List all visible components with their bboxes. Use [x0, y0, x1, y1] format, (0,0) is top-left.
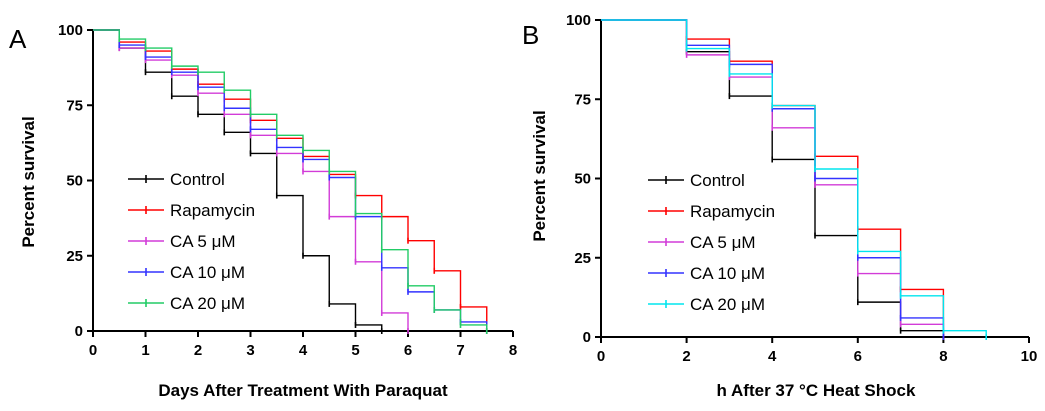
panel-b-y-tick-label: 50: [574, 171, 591, 188]
panel-a-series-line-ca-5-m: [93, 29, 409, 331]
panel-a-legend-label-ca-10-m: CA 10 μM: [170, 263, 245, 282]
panel-a-x-tick-label: 1: [141, 342, 149, 359]
panel-a-y-tick-label: 50: [66, 173, 83, 190]
panel-b-x-tick-label: 4: [768, 348, 777, 365]
panel-b-x-tick-label: 6: [854, 348, 862, 365]
panel-a-legend-label-control: Control: [170, 170, 225, 189]
panel-a-x-tick-label: 3: [246, 342, 254, 359]
panel-a-y-tick-label: 25: [66, 248, 83, 265]
panel-a-x-axis-title: Days After Treatment With Paraquat: [158, 381, 448, 400]
panel-a-y-tick-label: 100: [58, 22, 83, 39]
panel-b-legend-label-rapamycin: Rapamycin: [690, 202, 775, 221]
panel-b-y-tick-label: 25: [574, 250, 591, 267]
panel-b-series-line-ca-10-m: [601, 19, 945, 337]
panel-b-legend-label-ca-20-m: CA 20 μM: [690, 295, 765, 314]
panel-b-letter: B: [522, 20, 539, 50]
panel-a-y-tick-label: 0: [75, 323, 83, 340]
panel-a-legend-label-ca-5-m: CA 5 μM: [170, 232, 236, 251]
panel-a-x-tick-label: 0: [89, 342, 97, 359]
panel-a-series-line-control: [93, 29, 383, 331]
panel-b-x-tick-label: 10: [1021, 348, 1038, 365]
panel-a-x-tick-label: 8: [509, 342, 517, 359]
panel-a-y-axis-title: Percent survival: [19, 116, 38, 247]
panel-b-y-tick-label: 0: [583, 329, 591, 346]
panel-a: A Percent survival Days After Treatment …: [9, 24, 448, 400]
panel-a-x-tick-label: 2: [194, 342, 202, 359]
panel-b-y-tick-label: 100: [566, 12, 591, 29]
panel-a-plot: 0 1 2 3 4 5 6 7 8 0 25 50 75 100 Control Rapamycin CA 5 …: [58, 22, 517, 359]
panel-a-series-line-ca-20-m: [93, 29, 488, 331]
panel-b: B Percent survival h After 37 °C Heat Sh…: [522, 20, 916, 400]
panel-b-x-tick-label: 0: [597, 348, 605, 365]
panel-b-legend-label-ca-5-m: CA 5 μM: [690, 233, 756, 252]
panel-a-legend-label-ca-20-m: CA 20 μM: [170, 294, 245, 313]
panel-a-legend-label-rapamycin: Rapamycin: [170, 201, 255, 220]
panel-b-legend-label-control: Control: [690, 171, 745, 190]
panel-b-x-tick-label: 8: [939, 348, 947, 365]
panel-a-x-tick-label: 5: [351, 342, 359, 359]
panel-b-x-tick-label: 2: [682, 348, 690, 365]
panel-b-y-tick-label: 75: [574, 91, 591, 108]
panel-a-letter: A: [9, 24, 27, 54]
panel-b-legend-label-ca-10-m: CA 10 μM: [690, 264, 765, 283]
panel-b-x-axis-title: h After 37 °C Heat Shock: [717, 381, 916, 400]
panel-a-x-tick-label: 7: [456, 342, 464, 359]
panel-a-y-tick-label: 75: [66, 97, 83, 114]
panel-a-x-tick-label: 4: [299, 342, 308, 359]
panel-b-y-axis-title: Percent survival: [530, 110, 549, 241]
panel-a-x-tick-label: 6: [404, 342, 412, 359]
